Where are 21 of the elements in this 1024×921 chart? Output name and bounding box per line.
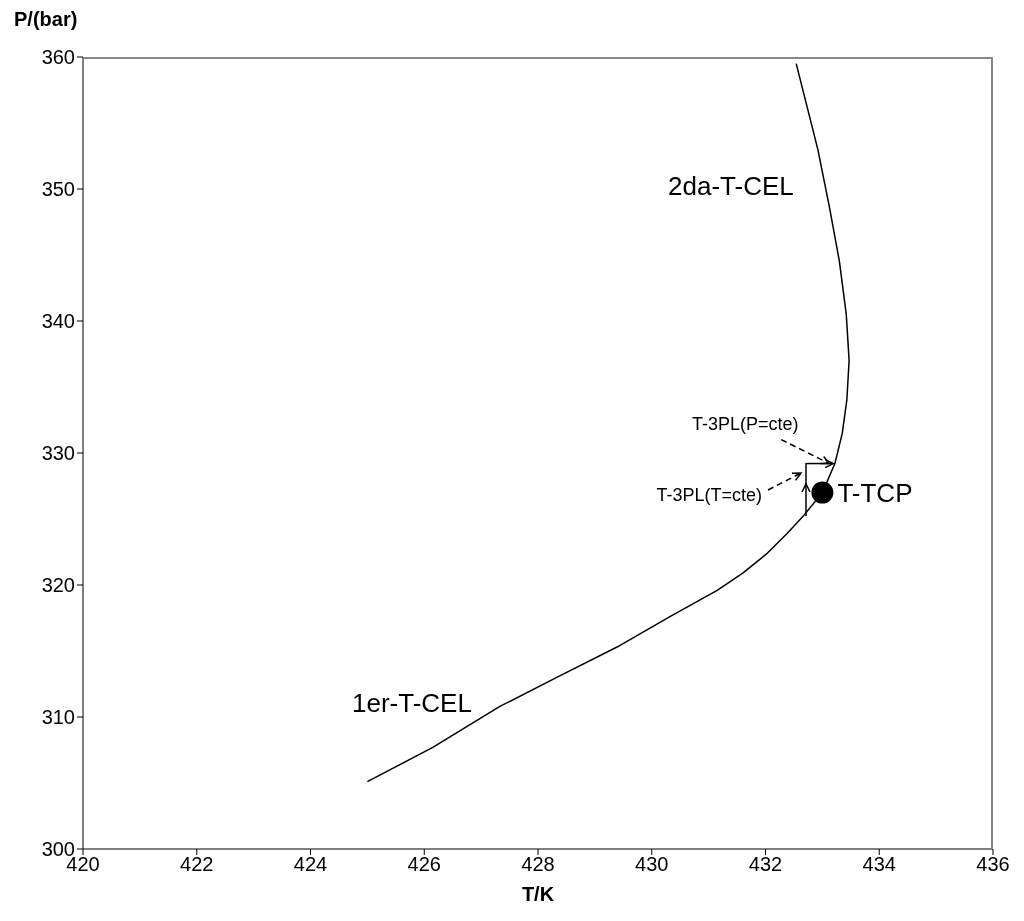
annotation: 1er-T-CEL	[352, 688, 472, 718]
y-tick-label: 330	[41, 442, 75, 465]
y-tick-label: 320	[41, 574, 75, 597]
x-tick-label: 422	[180, 853, 214, 876]
annotation: T-3PL(T=cte)	[656, 485, 762, 505]
y-tick-label: 310	[41, 706, 75, 729]
y-axis-title: P/(bar)	[14, 8, 78, 31]
x-tick-label: 424	[293, 853, 328, 876]
y-tick-label: 340	[41, 310, 75, 333]
y-tick-label: 360	[41, 46, 75, 69]
x-tick-label: 430	[635, 853, 669, 876]
annotation: T-3PL(P=cte)	[691, 413, 799, 434]
x-tick-label: 426	[407, 853, 441, 876]
x-tick-label: 428	[521, 853, 555, 876]
x-tick-label: 432	[748, 853, 783, 876]
y-tick-label: 350	[41, 178, 75, 201]
x-axis-title: T/K	[521, 883, 555, 905]
x-tick-label: 436	[976, 853, 1010, 876]
annotation: T-TCP	[837, 477, 913, 508]
x-tick-label: 434	[862, 853, 896, 876]
annotation: 2da-T-CEL	[668, 171, 794, 201]
